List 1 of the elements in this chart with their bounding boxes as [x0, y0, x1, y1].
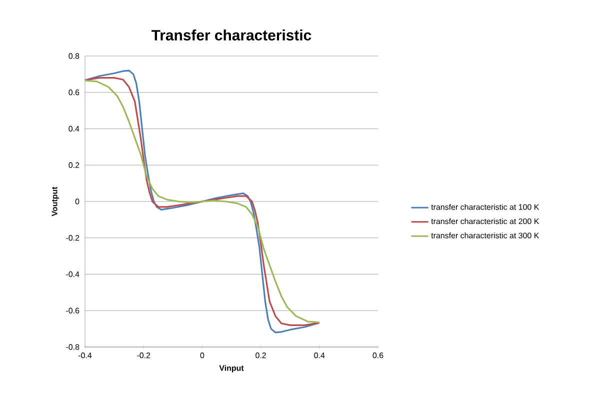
chart-title: Transfer characteristic	[152, 30, 312, 40]
